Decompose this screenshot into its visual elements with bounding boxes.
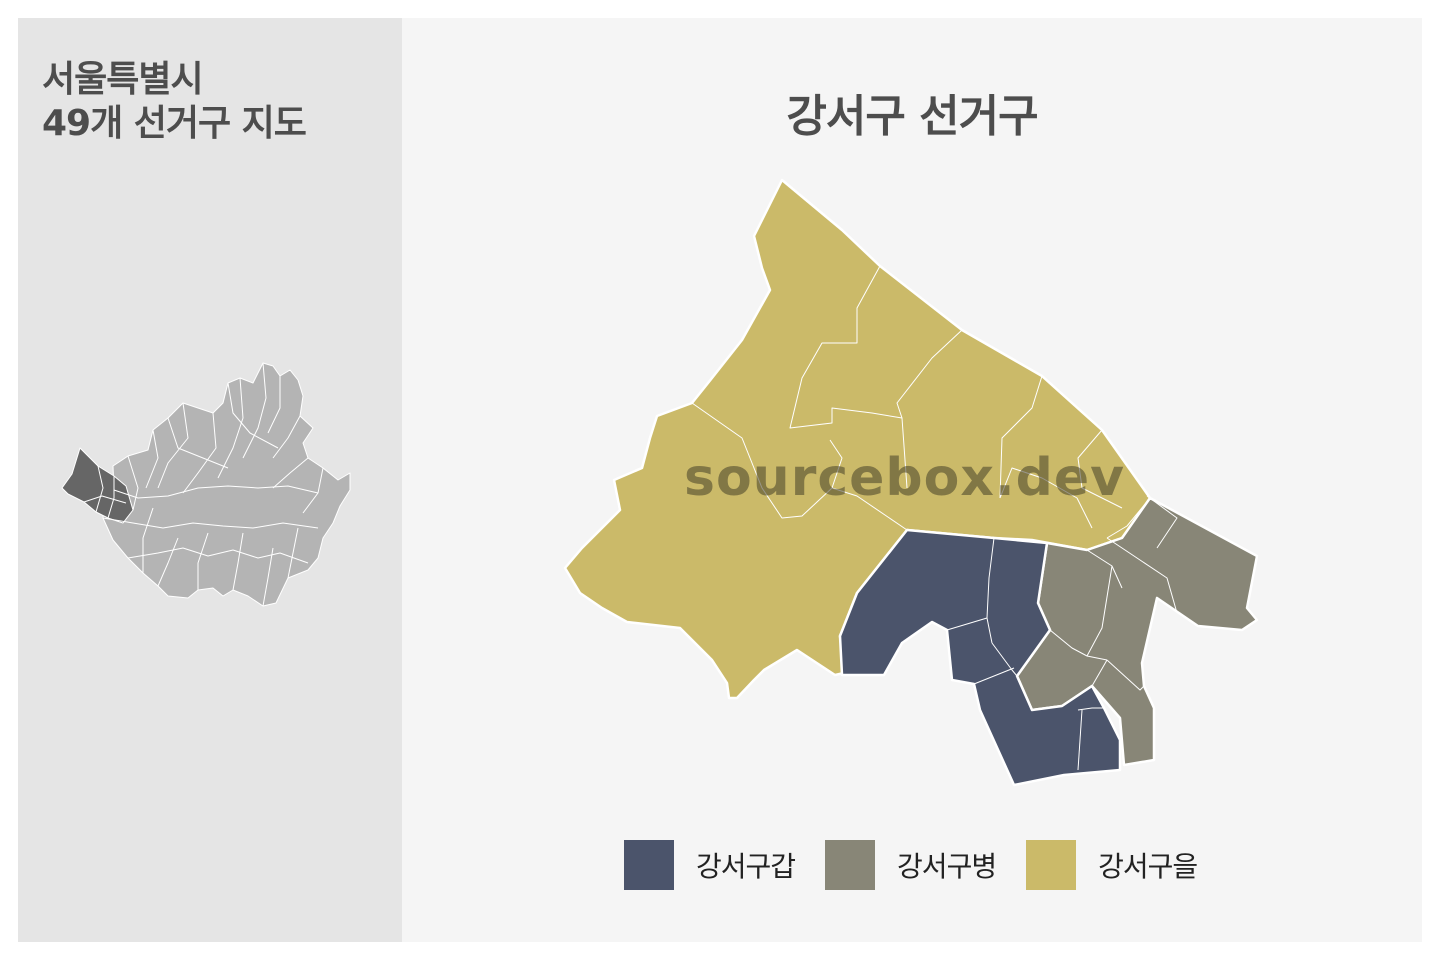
sidebar-title: 서울특별시 49개 선거구 지도 [42, 58, 307, 146]
legend-swatch-gangseo-gap [624, 840, 674, 890]
legend-swatch-gangseo-eul [1026, 840, 1077, 890]
watermark: sourcebox.dev [684, 448, 1126, 508]
seoul-base-region [102, 362, 351, 607]
legend: 강서구갑 강서구병 강서구을 [624, 840, 1198, 890]
legend-item-gangseo-byeong: 강서구병 [825, 840, 997, 890]
legend-swatch-gangseo-byeong [825, 840, 876, 890]
gangseo-internal-borders [83, 465, 127, 519]
legend-item-gangseo-eul: 강서구을 [1026, 840, 1198, 890]
gangseo-district-map [563, 178, 1259, 787]
sidebar: 서울특별시 49개 선거구 지도 [18, 18, 402, 942]
sidebar-title-line1: 서울특별시 [42, 59, 204, 100]
map-title: 강서구 선거구 [786, 91, 1038, 142]
sidebar-title-line2: 49개 선거구 지도 [42, 103, 307, 144]
legend-label-gangseo-byeong: 강서구병 [897, 850, 997, 883]
legend-label-gangseo-gap: 강서구갑 [696, 850, 796, 883]
main-panel: 강서구 선거구 [402, 18, 1422, 942]
legend-item-gangseo-gap: 강서구갑 [624, 840, 796, 890]
district-internal-borders [691, 265, 1178, 771]
seoul-internal-borders [102, 362, 324, 607]
seoul-overview-map [61, 362, 351, 607]
legend-label-gangseo-eul: 강서구을 [1098, 850, 1198, 883]
